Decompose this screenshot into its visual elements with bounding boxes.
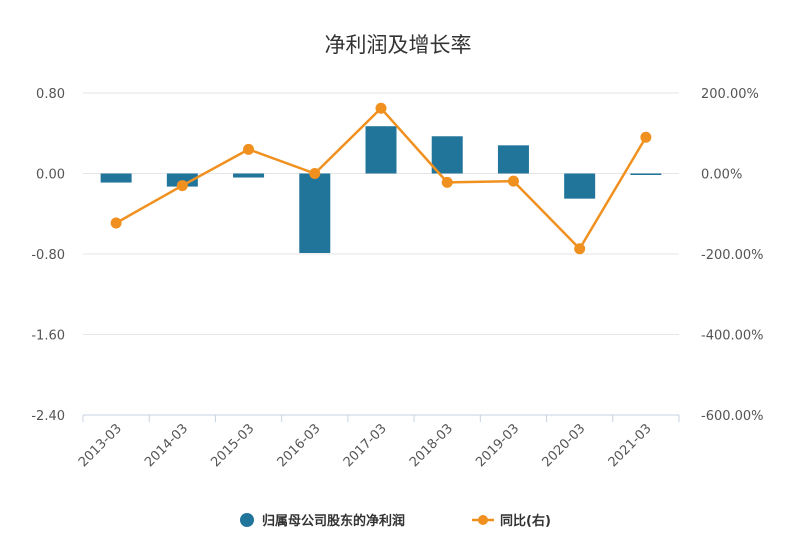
y-left-tick-label: -0.80 (31, 248, 65, 263)
legend-item-bar[interactable]: 归属母公司股东的净利润 (240, 513, 405, 529)
legend-line-label: 同比(右) (500, 513, 551, 529)
legend-bar-marker (240, 513, 254, 527)
x-tick-label: 2019-03 (473, 421, 522, 470)
line-point[interactable] (309, 168, 321, 179)
bar[interactable] (431, 136, 463, 174)
y-axis-left: 0.80 0.00 -0.80 -1.60 -2.40 (31, 87, 65, 424)
bar[interactable] (564, 173, 596, 199)
bar-series (100, 126, 662, 253)
y-axis-right: 200.00% 0.00% -200.00% -400.00% -600.00% (701, 87, 764, 424)
legend[interactable]: 归属母公司股东的净利润 同比(右) (240, 513, 551, 529)
y-right-tick-label: -200.00% (701, 248, 764, 263)
bar[interactable] (299, 173, 331, 253)
x-tick-label: 2015-03 (208, 421, 257, 470)
x-tick-label: 2021-03 (606, 421, 655, 470)
legend-item-line[interactable]: 同比(右) (472, 513, 551, 529)
line-point[interactable] (574, 243, 586, 255)
x-axis: 2013-03 2014-03 2015-03 2016-03 2017-03 2018-… (76, 414, 680, 470)
x-tick-label: 2017-03 (341, 421, 390, 470)
y-right-tick-label: -600.00% (701, 409, 764, 424)
line-point[interactable] (176, 180, 188, 192)
line-point[interactable] (441, 176, 453, 188)
line-series (110, 102, 652, 255)
y-left-tick-label: -2.40 (31, 409, 65, 424)
x-tick-label: 2014-03 (142, 421, 191, 470)
chart-title: 净利润及增长率 (325, 33, 472, 57)
line-point[interactable] (375, 102, 387, 114)
bar[interactable] (100, 173, 132, 183)
line-point[interactable] (110, 217, 122, 229)
line-point[interactable] (243, 143, 255, 155)
x-tick-label: 2020-03 (539, 421, 588, 470)
legend-bar-label: 归属母公司股东的净利润 (262, 513, 405, 529)
bar[interactable] (233, 173, 265, 178)
y-right-tick-label: -400.00% (701, 329, 764, 344)
y-right-tick-label: 200.00% (701, 87, 759, 102)
y-right-tick-label: 0.00% (701, 168, 742, 183)
line-point[interactable] (640, 131, 652, 143)
y-left-tick-label: -1.60 (31, 329, 65, 344)
bar[interactable] (166, 173, 198, 187)
x-tick-label: 2018-03 (407, 421, 456, 470)
bar[interactable] (630, 173, 662, 176)
x-tick-label: 2016-03 (275, 421, 324, 470)
bar[interactable] (365, 126, 397, 174)
line-point[interactable] (507, 175, 519, 187)
bar[interactable] (497, 145, 529, 174)
y-left-tick-label: 0.80 (36, 87, 65, 102)
y-left-tick-label: 0.00 (36, 168, 65, 183)
x-tick-label: 2013-03 (76, 421, 125, 470)
legend-line-marker (478, 515, 488, 525)
